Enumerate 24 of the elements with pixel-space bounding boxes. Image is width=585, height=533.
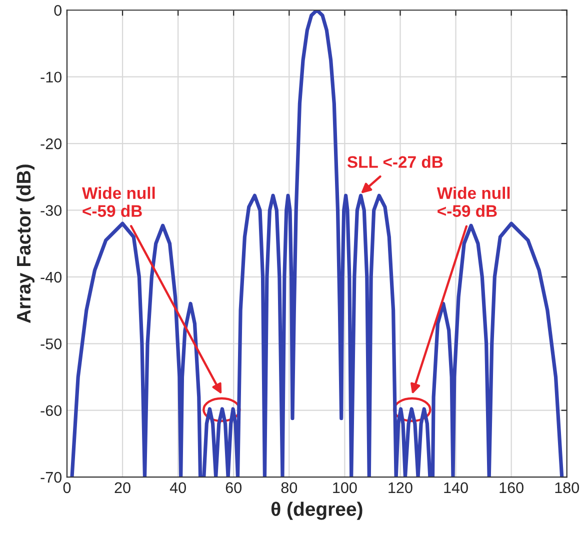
y-tick-label: -50	[40, 338, 62, 350]
x-tick-label: 60	[226, 482, 242, 494]
y-tick-label: -60	[40, 405, 62, 416]
x-tick-label: 80	[281, 482, 298, 494]
line-series	[70, 10, 564, 478]
x-tick-label: 0	[63, 482, 71, 494]
x-tick-label: 40	[170, 482, 186, 494]
y-tick-label: 0	[54, 4, 62, 16]
y-tick-label: -20	[40, 138, 62, 150]
x-tick-label: 100	[333, 482, 357, 494]
annotation: SLL <-27 dB	[347, 156, 443, 168]
y-tick-label: -10	[40, 72, 62, 83]
x-axis-title: θ (degree)	[271, 502, 362, 520]
x-tick-label: 140	[444, 482, 468, 494]
y-tick-label: -70	[40, 472, 62, 483]
x-tick-label: 20	[114, 482, 130, 494]
x-tick-label: 180	[555, 482, 580, 494]
y-axis-title: Array Factor (dB)	[16, 164, 34, 324]
x-tick-label: 160	[500, 482, 524, 494]
y-tick-label: -40	[40, 272, 62, 283]
annotation: Wide null <-59 dB	[82, 186, 155, 217]
y-tick-label: -30	[40, 205, 62, 216]
x-tick-label: 120	[388, 482, 412, 494]
annotation: Wide null <-59 dB	[436, 186, 510, 217]
